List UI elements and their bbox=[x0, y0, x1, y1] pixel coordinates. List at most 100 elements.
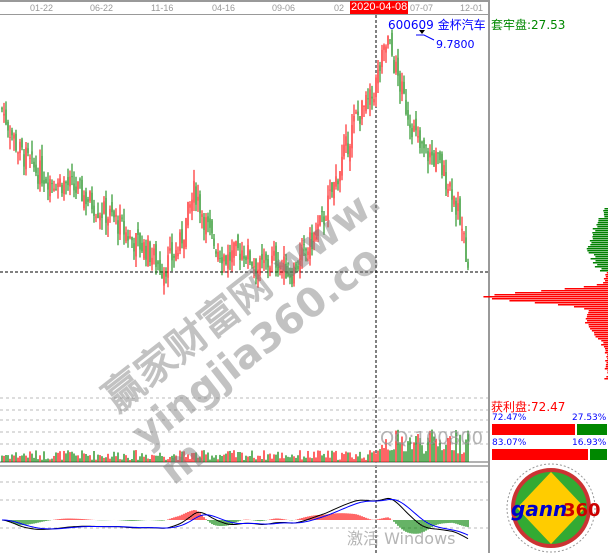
chip-bar bbox=[605, 350, 608, 352]
macd-histogram-bar bbox=[461, 520, 463, 526]
candle bbox=[109, 208, 111, 216]
chip-bar bbox=[601, 344, 608, 346]
candle bbox=[139, 233, 141, 250]
macd-histogram-bar bbox=[409, 520, 411, 534]
candle bbox=[213, 238, 215, 246]
candle bbox=[365, 94, 367, 112]
chip-bar bbox=[596, 284, 608, 286]
candle bbox=[417, 136, 419, 138]
chip-bar bbox=[591, 330, 608, 332]
volume-bar bbox=[437, 446, 439, 462]
volume-bar bbox=[453, 450, 455, 462]
macd-histogram-bar bbox=[449, 520, 451, 523]
macd-histogram-bar bbox=[81, 518, 83, 520]
volume-bar bbox=[17, 457, 19, 462]
macd-histogram-bar bbox=[231, 520, 233, 524]
macd-histogram-bar bbox=[307, 516, 309, 520]
chip-bar bbox=[592, 232, 608, 234]
candle bbox=[169, 248, 171, 251]
candle bbox=[331, 182, 333, 192]
candle bbox=[227, 254, 229, 269]
macd-histogram-bar bbox=[71, 518, 73, 520]
chip-bar bbox=[604, 378, 608, 380]
chip-bar bbox=[585, 322, 608, 324]
macd-histogram-bar bbox=[317, 515, 319, 520]
chip-bar bbox=[604, 208, 608, 210]
volume-bar bbox=[423, 453, 425, 462]
volume-bar bbox=[29, 451, 31, 462]
candle bbox=[437, 152, 439, 154]
volume-bar bbox=[115, 456, 117, 462]
volume-bar bbox=[13, 455, 15, 462]
volume-bar bbox=[179, 450, 181, 462]
macd-histogram-bar bbox=[33, 520, 35, 524]
macd-histogram-bar bbox=[185, 512, 187, 520]
macd-histogram-bar bbox=[431, 520, 433, 528]
candle bbox=[141, 242, 143, 252]
candle bbox=[149, 242, 151, 263]
macd-histogram-bar bbox=[383, 517, 385, 520]
candle bbox=[83, 195, 85, 209]
volume-bar bbox=[7, 455, 9, 462]
candle bbox=[105, 197, 107, 223]
volume-bar bbox=[439, 439, 441, 462]
macd-histogram-bar bbox=[403, 520, 405, 531]
volume-bar bbox=[221, 455, 223, 462]
macd-histogram-bar bbox=[323, 514, 325, 520]
macd-histogram-bar bbox=[189, 511, 191, 520]
macd-histogram-bar bbox=[377, 519, 379, 520]
candle bbox=[243, 255, 245, 259]
candle bbox=[21, 139, 23, 148]
volume-bar bbox=[377, 450, 379, 462]
macd-histogram-bar bbox=[347, 513, 349, 520]
candle bbox=[421, 141, 423, 144]
chip-bar bbox=[586, 316, 608, 318]
candle bbox=[431, 151, 433, 156]
volume-bar bbox=[123, 453, 125, 462]
chip-bar bbox=[592, 234, 608, 236]
macd-histogram-bar bbox=[355, 514, 357, 520]
candle bbox=[173, 255, 175, 258]
volume-bar bbox=[227, 451, 229, 462]
macd-histogram-bar bbox=[87, 519, 89, 520]
volume-bar bbox=[271, 458, 273, 462]
date-tick: 11-16 bbox=[151, 3, 174, 13]
volume-bar bbox=[303, 456, 305, 462]
volume-bar bbox=[269, 453, 271, 462]
volume-bar bbox=[237, 452, 239, 462]
candle bbox=[13, 134, 15, 139]
macd-histogram-bar bbox=[259, 520, 261, 522]
volume-bar bbox=[11, 454, 13, 462]
candle bbox=[261, 253, 263, 260]
macd-histogram-bar bbox=[459, 520, 461, 526]
volume-bar bbox=[393, 449, 395, 462]
volume-bar bbox=[155, 455, 157, 462]
candle bbox=[367, 98, 369, 100]
candle bbox=[3, 113, 5, 116]
macd-histogram-bar bbox=[73, 518, 75, 520]
volume-bar bbox=[347, 452, 349, 462]
volume-bar bbox=[21, 455, 23, 462]
macd-histogram-bar bbox=[437, 520, 439, 525]
volume-bar bbox=[327, 450, 329, 462]
date-axis: 01-22 06-22 11-16 04-16 09-06 02 07-07 12-01 bbox=[0, 0, 488, 15]
volume-bar bbox=[243, 459, 245, 462]
chip-bar bbox=[595, 336, 608, 338]
chip-bar bbox=[564, 288, 608, 290]
volume-bar bbox=[373, 451, 375, 462]
candle bbox=[343, 144, 345, 157]
volume-bar bbox=[395, 430, 397, 462]
macd-histogram-bar bbox=[357, 514, 359, 520]
volume-bar bbox=[275, 454, 277, 462]
candle bbox=[233, 242, 235, 258]
candle bbox=[269, 267, 271, 273]
candle bbox=[249, 250, 251, 263]
volume-bar bbox=[105, 457, 107, 462]
candle bbox=[9, 137, 11, 139]
candle bbox=[77, 181, 79, 190]
candle bbox=[395, 61, 397, 73]
profit-bar-2 bbox=[492, 449, 588, 460]
kline-chart[interactable] bbox=[0, 0, 488, 553]
candle bbox=[137, 229, 139, 235]
candle bbox=[381, 49, 383, 68]
